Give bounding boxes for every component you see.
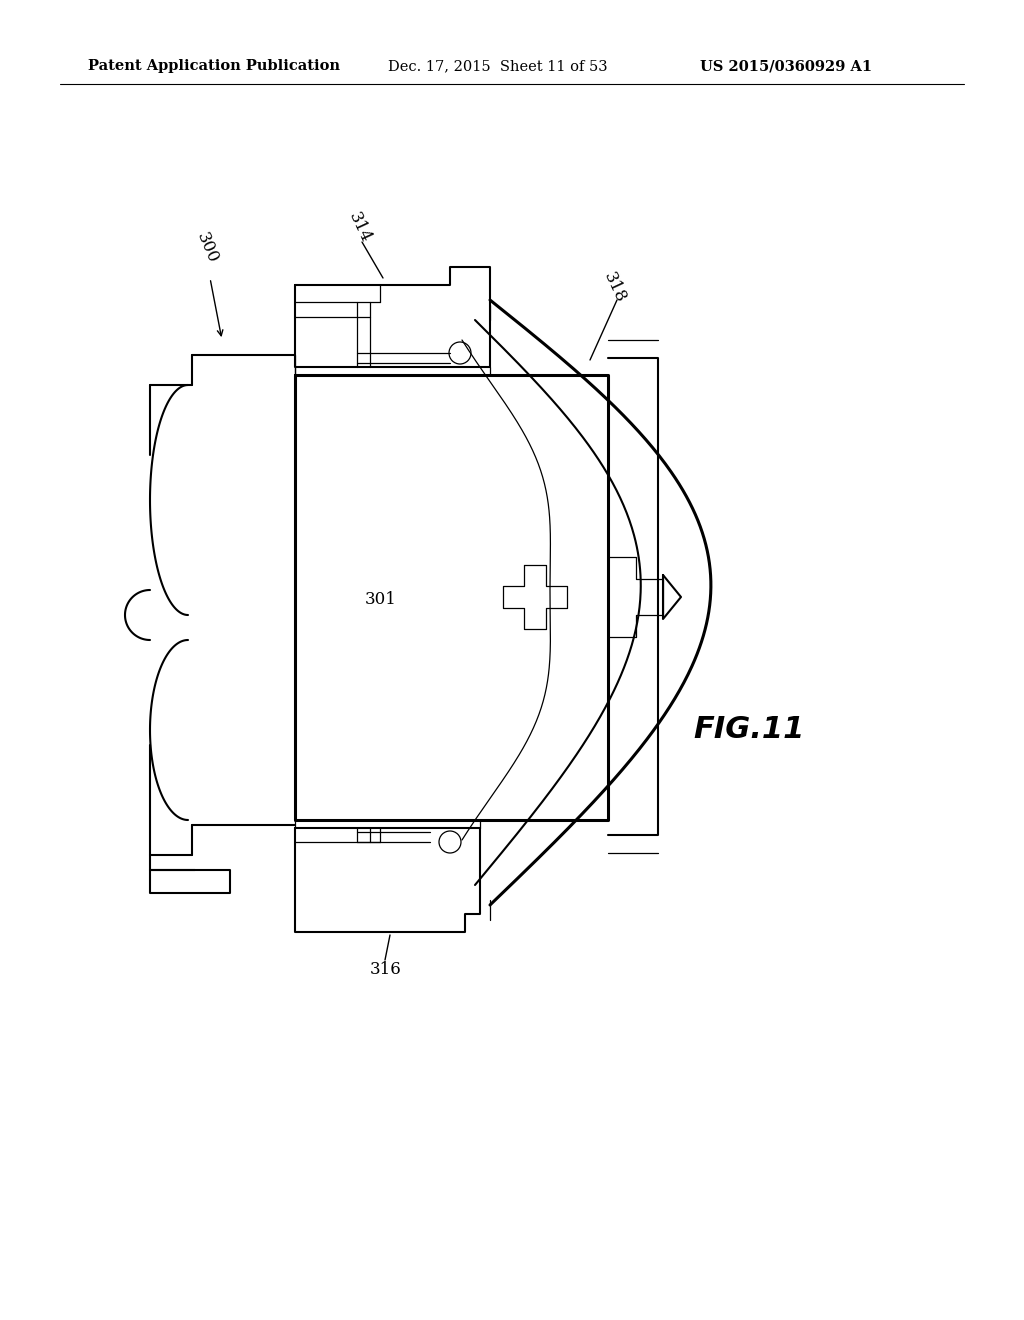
Text: 300: 300 <box>193 230 221 267</box>
Text: Patent Application Publication: Patent Application Publication <box>88 59 340 73</box>
Text: 316: 316 <box>370 961 401 978</box>
Text: 301: 301 <box>365 591 397 609</box>
Text: US 2015/0360929 A1: US 2015/0360929 A1 <box>700 59 872 73</box>
Text: 314: 314 <box>345 210 374 246</box>
Text: Dec. 17, 2015  Sheet 11 of 53: Dec. 17, 2015 Sheet 11 of 53 <box>388 59 607 73</box>
Text: 318: 318 <box>600 271 629 306</box>
Text: FIG.11: FIG.11 <box>693 715 805 744</box>
